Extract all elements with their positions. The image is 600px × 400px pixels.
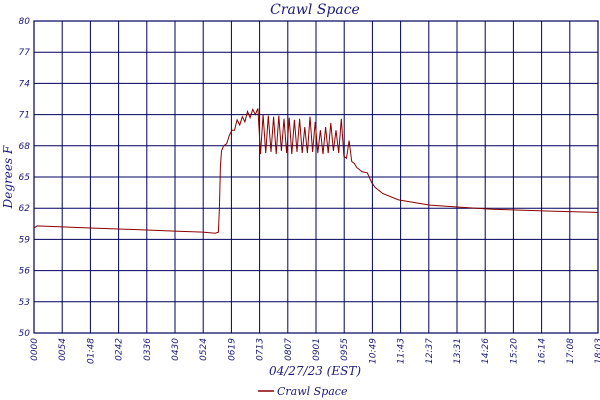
x-tick-label: 14:26	[481, 338, 491, 364]
x-tick-label: 11:43	[397, 338, 407, 364]
x-tick-label: 0054	[58, 338, 68, 361]
x-tick-label: 0430	[171, 338, 181, 361]
x-tick-label: 0242	[115, 338, 125, 361]
y-axis-label: Degrees F	[1, 145, 15, 209]
x-tick-label: 0713	[256, 338, 266, 361]
chart-title: Crawl Space	[270, 2, 360, 18]
x-tick-label: 16:14	[538, 338, 548, 364]
x-tick-label: 01:48	[86, 338, 96, 364]
y-tick-label: 74	[19, 79, 31, 89]
x-tick-label: 17:08	[566, 338, 576, 364]
x-tick-label: 12:37	[425, 338, 435, 364]
x-tick-label: 15:20	[509, 338, 519, 364]
x-tick-label: 0000	[30, 338, 40, 361]
x-tick-label: 18:03	[594, 338, 600, 364]
plot-frame	[33, 20, 599, 334]
series-line-crawl-space	[33, 108, 599, 234]
legend-label: Crawl Space	[277, 385, 348, 398]
y-tick-label: 59	[19, 235, 31, 245]
x-tick-label: 0807	[284, 338, 294, 361]
legend: Crawl Space	[258, 385, 348, 398]
y-tick-label: 53	[19, 298, 31, 308]
grid	[33, 20, 599, 334]
y-tick-label: 50	[19, 329, 31, 339]
x-axis-label: 04/27/23 (EST)	[269, 364, 361, 378]
x-tick-label: 13:31	[453, 338, 463, 364]
y-tick-label: 56	[19, 267, 31, 277]
y-tick-label: 80	[19, 17, 31, 27]
y-tick-labels: 50 53 56 59 62 65 68 71 74 77 80	[19, 17, 31, 339]
x-tick-label: 0336	[143, 338, 153, 361]
y-tick-label: 71	[19, 111, 30, 121]
y-tick-label: 68	[19, 142, 31, 152]
x-tick-label: 0901	[312, 338, 322, 361]
x-tick-labels: 0000 0054 01:48 0242 0336 0430 0524 0619 0713 080…	[30, 338, 600, 364]
y-tick-label: 65	[19, 173, 31, 183]
x-tick-label: 0524	[199, 338, 209, 361]
x-tick-label: 0619	[227, 338, 237, 361]
x-tick-label: 0955	[340, 338, 350, 361]
x-tick-label: 10:49	[368, 338, 378, 364]
y-tick-label: 77	[19, 48, 31, 58]
y-tick-label: 62	[19, 204, 31, 214]
